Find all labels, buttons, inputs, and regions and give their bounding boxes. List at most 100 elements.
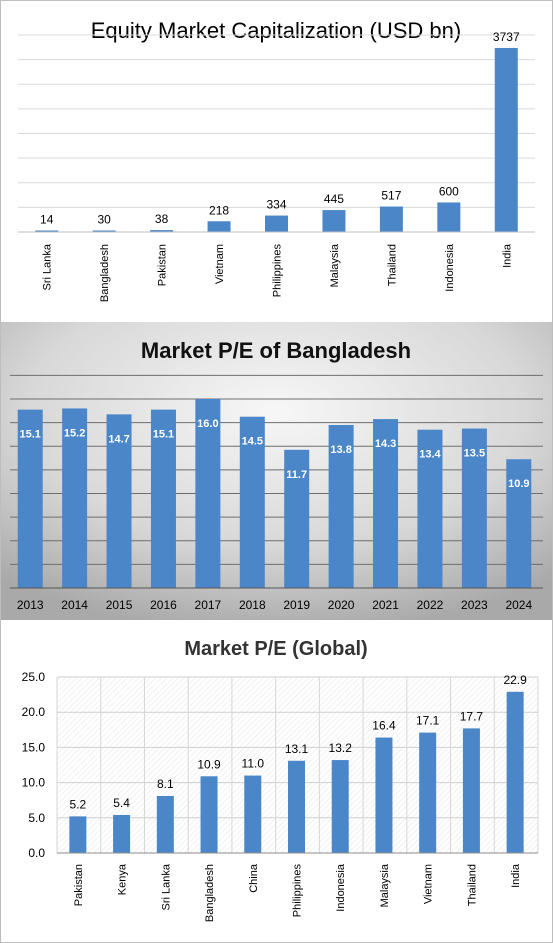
bar-2020 [328,424,354,588]
category-label: 2015 [106,598,133,612]
chart-title: Market P/E (Global) [184,638,367,660]
category-label: Sri Lanka [160,863,172,910]
y-tick-label: 20.0 [22,705,46,719]
chart-title: Equity Market Capitalization (USD bn) [91,18,461,43]
category-label: 2018 [239,598,266,612]
bar-2018 [239,416,265,588]
bar-india [506,691,524,853]
category-label: India [501,243,513,268]
data-label: 16.0 [197,418,218,430]
category-label: 2020 [328,598,355,612]
y-tick-label: 15.0 [22,740,46,754]
y-tick-label: 10.0 [22,776,46,790]
data-label: 13.8 [330,444,351,456]
data-label: 10.9 [508,478,529,490]
bangladesh-pe-chart: Market P/E of Bangladesh 15.1 2013 15.2 2014… [0,322,553,620]
data-label: 15.1 [153,429,174,441]
bar-2013 [17,409,43,588]
bar-2015 [106,414,132,588]
data-label: 14.3 [375,438,396,450]
y-tick-label: 25.0 [22,670,46,684]
data-label: 13.5 [464,448,485,460]
category-label: 2024 [505,598,532,612]
bar-pakistan [150,230,174,232]
data-label: 11.0 [242,757,265,771]
category-label: Indonesia [335,863,347,912]
category-label: 2013 [17,598,44,612]
bar-bangladesh [92,230,116,232]
data-label: 22.9 [503,673,527,687]
data-label: 30 [97,213,111,227]
category-label: Bangladesh [204,864,216,922]
data-label: 11.7 [286,469,307,481]
data-label: 445 [324,192,344,206]
y-tick-label: 5.0 [28,811,45,825]
bar-thailand [379,206,403,232]
data-label: 334 [266,198,286,212]
category-label: 2022 [417,598,444,612]
data-label: 14.7 [108,433,129,445]
bar-philippines [288,760,305,853]
bar-2019 [284,449,310,588]
category-label: Malaysia [329,243,341,287]
bar-sri-lanka [156,795,174,853]
category-label: 2014 [61,598,88,612]
data-label: 13.1 [285,742,309,756]
category-label: 2017 [195,598,222,612]
data-label: 15.2 [64,427,85,439]
data-label: 17.7 [460,709,484,723]
bar-2021 [373,419,399,588]
market-cap-chart: Equity Market Capitalization (USD bn) 14 S… [18,18,535,302]
category-label: Malaysia [379,863,391,907]
bar-2016 [150,409,176,588]
category-label: Kenya [117,863,129,895]
bar-kenya [113,814,131,853]
data-label: 14.5 [242,436,263,448]
category-label: 2016 [150,598,177,612]
bar-2023 [461,428,487,588]
data-label: 14 [40,213,54,227]
bangladesh-pe-chart-panel: Market P/E of Bangladesh 15.1 2013 15.2 2014… [0,322,553,620]
category-label: Pakistan [73,864,85,906]
data-label: 13.2 [329,741,353,755]
category-label: Sri Lanka [42,243,54,290]
data-label: 600 [439,184,459,198]
data-label: 517 [381,189,401,203]
bar-indonesia [437,202,461,232]
y-tick-label: 0.0 [28,846,45,860]
data-label: 218 [209,203,229,217]
category-label: India [510,863,522,888]
bar-2017 [195,399,221,588]
bar-malaysia [375,737,393,853]
category-label: 2023 [461,598,488,612]
bar-bangladesh [200,776,218,853]
bar-indonesia [331,760,349,853]
chart-title: Market P/E of Bangladesh [141,338,411,363]
category-label: China [248,863,260,893]
category-label: 2021 [372,598,399,612]
data-label: 13.4 [419,449,441,461]
category-label: Vietnam [214,244,226,284]
bar-philippines [265,215,288,232]
data-label: 15.1 [19,429,40,441]
category-label: Thailand [466,864,478,906]
data-label: 17.1 [416,714,440,728]
category-label: 2019 [283,598,310,612]
category-label: Thailand [386,244,398,286]
data-label: 38 [155,212,169,226]
market-cap-chart-panel: Equity Market Capitalization (USD bn) 14 S… [0,0,553,318]
data-label: 10.9 [197,757,221,771]
bar-china [244,775,262,853]
bar-2024 [506,459,532,588]
category-label: Philippines [272,244,284,298]
data-label: 5.4 [113,796,130,810]
category-label: Pakistan [157,244,169,286]
category-label: Vietnam [423,864,435,904]
bar-sri-lanka [35,230,59,232]
bar-malaysia [322,210,346,232]
bar-india [494,47,518,232]
bar-thailand [462,728,480,853]
bar-pakistan [69,816,87,853]
global-pe-chart: Market P/E (Global) 0.0 5.0 10.0 15.0 20.0 25.… [22,638,539,922]
data-label: 5.2 [70,797,87,811]
